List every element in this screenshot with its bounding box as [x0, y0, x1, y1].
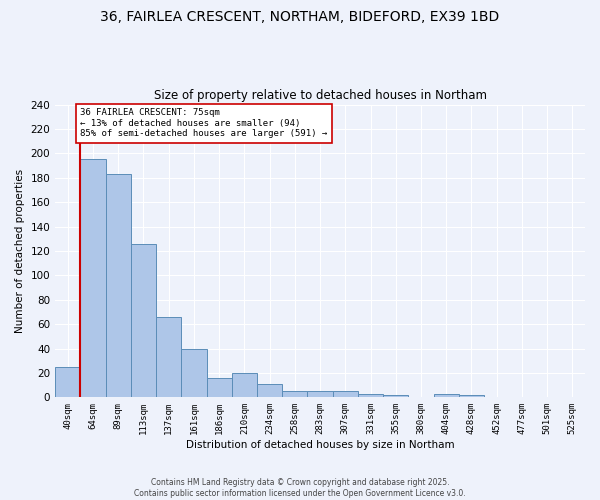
Y-axis label: Number of detached properties: Number of detached properties [15, 169, 25, 333]
Bar [459, 395, 484, 398]
Text: 36, FAIRLEA CRESCENT, NORTHAM, BIDEFORD, EX39 1BD: 36, FAIRLEA CRESCENT, NORTHAM, BIDEFORD,… [100, 10, 500, 24]
Bar [181, 348, 206, 398]
Bar [434, 394, 459, 398]
Bar [383, 395, 409, 398]
Text: Contains HM Land Registry data © Crown copyright and database right 2025.
Contai: Contains HM Land Registry data © Crown c… [134, 478, 466, 498]
Bar [307, 391, 332, 398]
Text: 36 FAIRLEA CRESCENT: 75sqm
← 13% of detached houses are smaller (94)
85% of semi: 36 FAIRLEA CRESCENT: 75sqm ← 13% of deta… [80, 108, 328, 138]
Bar [206, 378, 232, 398]
Bar [156, 317, 181, 398]
Bar [106, 174, 131, 398]
Bar [332, 391, 358, 398]
Title: Size of property relative to detached houses in Northam: Size of property relative to detached ho… [154, 89, 487, 102]
Bar [80, 160, 106, 398]
Bar [55, 367, 80, 398]
Bar [131, 244, 156, 398]
X-axis label: Distribution of detached houses by size in Northam: Distribution of detached houses by size … [186, 440, 454, 450]
Bar [358, 394, 383, 398]
Bar [282, 391, 307, 398]
Bar [257, 384, 282, 398]
Bar [232, 373, 257, 398]
